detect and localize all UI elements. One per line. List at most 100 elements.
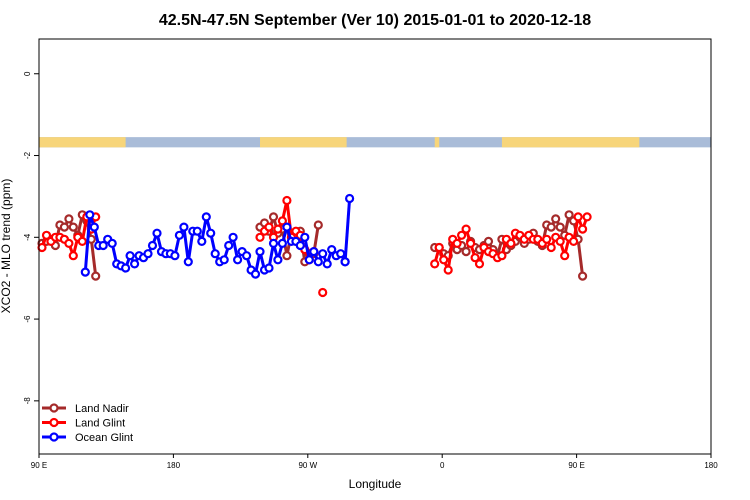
- data-point: [313, 257, 323, 267]
- data-point: [277, 238, 287, 248]
- data-point: [147, 240, 158, 251]
- legend-item: Land Nadir: [42, 403, 129, 415]
- y-tick-label: -2: [23, 151, 32, 159]
- data-point: [470, 253, 480, 263]
- data-point: [542, 234, 552, 244]
- x-tick-label: 90 W: [298, 461, 317, 470]
- data-point: [277, 216, 287, 226]
- x-tick-label: 0: [440, 461, 445, 470]
- legend-label: Ocean Glint: [75, 432, 133, 444]
- data-point: [282, 222, 292, 232]
- data-point: [340, 257, 350, 267]
- y-tick-label: 0: [23, 71, 32, 76]
- data-point: [37, 242, 47, 253]
- data-point: [264, 222, 274, 232]
- legend-item: Land Glint: [42, 418, 125, 430]
- series-line: [343, 198, 352, 262]
- legend-label: Land Nadir: [75, 403, 129, 415]
- land-band-segment: [260, 137, 347, 148]
- data-point: [345, 193, 355, 204]
- data-point: [309, 247, 319, 257]
- data-point: [242, 251, 252, 261]
- data-point: [64, 214, 74, 224]
- data-point: [143, 249, 153, 259]
- data-point: [300, 232, 310, 242]
- data-point: [192, 226, 202, 236]
- data-point: [313, 220, 323, 230]
- data-point: [457, 230, 467, 240]
- data-point: [434, 242, 444, 253]
- y-tick-label: -6: [23, 315, 32, 323]
- data-point: [443, 265, 453, 275]
- data-point: [201, 212, 211, 222]
- data-point: [264, 263, 274, 273]
- data-point: [327, 245, 337, 255]
- x-tick-label: 90 E: [568, 461, 584, 470]
- data-point: [68, 251, 78, 261]
- land-band-segment: [501, 137, 640, 148]
- data-point: [461, 224, 471, 234]
- data-point: [268, 212, 279, 222]
- data-point: [255, 247, 265, 257]
- data-point: [318, 287, 328, 298]
- data-point: [452, 238, 462, 248]
- data-point: [506, 238, 516, 248]
- ocean-band: [39, 137, 711, 148]
- data-point: [551, 214, 561, 224]
- data-point: [120, 263, 131, 273]
- y-tick-label: -4: [23, 233, 32, 241]
- data-point: [41, 230, 52, 240]
- x-axis: 90 E 180 90 W 0 90 E 180: [31, 454, 718, 470]
- data-point: [461, 247, 471, 257]
- legend-swatch-marker: [49, 403, 59, 413]
- data-point: [219, 255, 229, 265]
- data-point: [282, 195, 292, 206]
- data-point: [152, 228, 162, 238]
- data-point: [233, 255, 243, 265]
- land-band-segment: [434, 137, 440, 148]
- data-point: [555, 236, 565, 246]
- data-point: [255, 232, 265, 242]
- data-point: [64, 238, 74, 248]
- data-point: [85, 210, 95, 220]
- y-axis-label: XCO2 - MLO trend (ppm): [0, 179, 13, 314]
- data-point: [560, 251, 570, 261]
- data-point: [304, 255, 314, 265]
- data-point: [228, 232, 238, 242]
- data-point: [555, 222, 565, 232]
- data-point: [564, 210, 574, 220]
- data-point: [430, 259, 440, 269]
- plot-frame: [38, 38, 712, 455]
- data-point: [183, 257, 193, 267]
- data-point: [170, 251, 180, 261]
- data-point: [130, 259, 140, 269]
- data-point: [77, 236, 87, 246]
- data-point: [59, 222, 70, 232]
- land-band-segment: [39, 137, 126, 148]
- legend: Land Nadir Land Glint Ocean Glint: [42, 403, 133, 444]
- data-point: [125, 251, 135, 261]
- data-point: [546, 222, 556, 232]
- land-ocean-band: [39, 137, 711, 148]
- y-axis: 0 -2 -4 -6 -8: [23, 71, 39, 404]
- y-tick-label: -8: [23, 397, 32, 405]
- data-point: [573, 212, 583, 222]
- legend-label: Land Glint: [75, 418, 125, 430]
- data-point: [322, 259, 332, 269]
- data-point: [268, 238, 279, 248]
- series-layer: [37, 193, 592, 298]
- data-point: [273, 255, 283, 265]
- data-point: [577, 271, 588, 281]
- data-point: [273, 224, 283, 234]
- data-point: [210, 249, 220, 259]
- x-tick-label: 90 E: [31, 461, 47, 470]
- data-point: [206, 228, 216, 238]
- data-point: [546, 242, 556, 253]
- data-point: [474, 259, 485, 269]
- data-point: [89, 222, 99, 232]
- data-point: [497, 251, 507, 261]
- data-point: [483, 236, 494, 246]
- data-point: [582, 212, 592, 222]
- data-point: [98, 240, 108, 251]
- data-point: [197, 236, 207, 246]
